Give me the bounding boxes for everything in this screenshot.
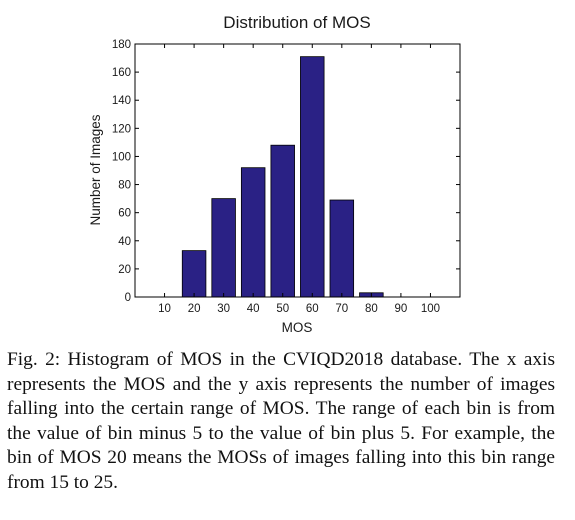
bars-group — [181, 56, 384, 298]
y-tick-label: 160 — [112, 67, 131, 79]
x-tick-label: 70 — [335, 303, 348, 315]
y-tick-label: 120 — [112, 123, 131, 135]
y-tick-label: 20 — [118, 264, 131, 276]
x-tick-label: 30 — [217, 303, 230, 315]
y-axis-label: Number of Images — [88, 114, 103, 225]
x-tick-label: 40 — [247, 303, 260, 315]
bar-mos-50 — [270, 144, 295, 298]
histogram-chart: Distribution of MOS 10 20 30 40 50 60 70 80 90 10… — [88, 13, 461, 335]
x-tick-label: 10 — [158, 303, 171, 315]
y-tick-label: 40 — [118, 236, 131, 248]
bar-mos-30 — [211, 198, 236, 298]
x-axis-label: MOS — [282, 320, 313, 335]
y-tick-label: 0 — [125, 292, 131, 304]
plot-frame — [134, 43, 461, 298]
figure-caption: Fig. 2: Histogram of MOS in the CVIQD201… — [7, 349, 555, 493]
y-tick-label: 80 — [118, 180, 131, 192]
x-tick-label: 90 — [395, 303, 408, 315]
y-tick-label: 60 — [118, 208, 131, 220]
y-tick-label: 180 — [112, 39, 131, 51]
x-tick-label: 20 — [188, 303, 201, 315]
y-tick-label: 140 — [112, 95, 131, 107]
x-tick-label: 80 — [365, 303, 378, 315]
x-axis-ticks: 10 20 30 40 50 60 70 80 90 100 — [158, 44, 440, 315]
y-axis-ticks: 0 20 40 60 80 100 120 140 160 180 — [112, 39, 460, 304]
x-tick-label: 60 — [306, 303, 319, 315]
x-tick-label: 50 — [276, 303, 289, 315]
bar-mos-70 — [329, 199, 355, 298]
chart-title: Distribution of MOS — [223, 13, 370, 32]
bar-mos-60 — [300, 56, 325, 298]
bar-mos-20 — [181, 250, 207, 298]
x-tick-label: 100 — [421, 303, 440, 315]
bar-mos-40 — [240, 167, 266, 298]
y-tick-label: 100 — [112, 151, 131, 163]
